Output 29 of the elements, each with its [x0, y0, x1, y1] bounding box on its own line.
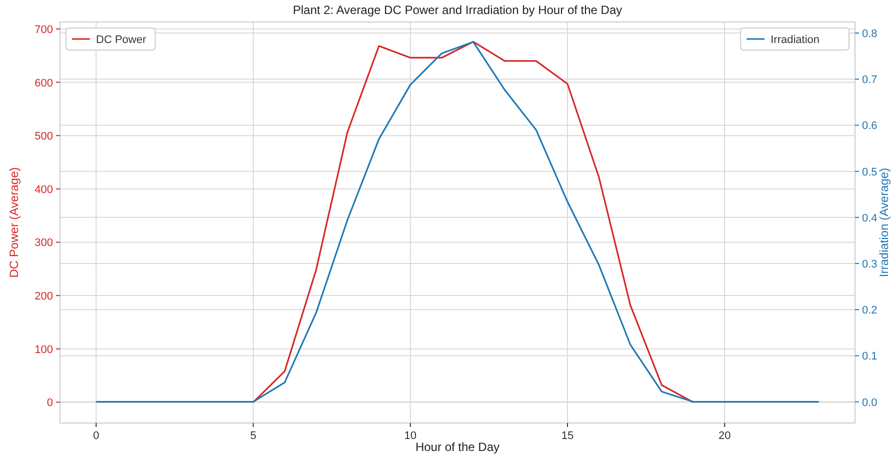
x-tick-label: 5 [250, 430, 256, 442]
x-axis-title: Hour of the Day [415, 440, 500, 454]
y2-tick-label: 0.2 [862, 304, 878, 317]
y-tick-label: 400 [34, 184, 53, 196]
legend-label: Irradiation [770, 34, 820, 46]
y2-tick-label: 0.7 [862, 74, 878, 86]
y-tick-label: 700 [34, 24, 53, 36]
y2-tick-label: 0.8 [862, 28, 878, 40]
y-tick-label: 0 [46, 397, 53, 410]
y-tick-label: 500 [34, 130, 53, 143]
y-tick-label: 300 [34, 237, 53, 250]
x-tick-label: 15 [561, 430, 574, 442]
y2-tick-label: 0.1 [862, 350, 878, 363]
y2-tick-label: 0.4 [862, 212, 878, 224]
x-tick-label: 0 [93, 430, 100, 442]
x-tick-label: 20 [718, 430, 731, 442]
y2-tick-label: 0.5 [862, 166, 878, 178]
y-tick-label: 600 [34, 77, 53, 90]
y2-tick-label: 0.3 [862, 258, 878, 271]
legend-label: DC Power [96, 34, 146, 46]
chart-title: Plant 2: Average DC Power and Irradiation by Hour of the Day [292, 3, 622, 17]
y2-axis-title: Irradiation (Average) [877, 168, 891, 278]
line-series [252, 40, 694, 404]
y-tick-label: 200 [34, 290, 53, 303]
y-axis-title: DC Power (Average) [7, 167, 21, 278]
x-tick-label: 10 [404, 430, 416, 442]
y2-tick-label: 0.0 [862, 396, 878, 409]
y-tick-label: 100 [34, 344, 53, 356]
y2-tick-label: 0.6 [862, 120, 878, 132]
